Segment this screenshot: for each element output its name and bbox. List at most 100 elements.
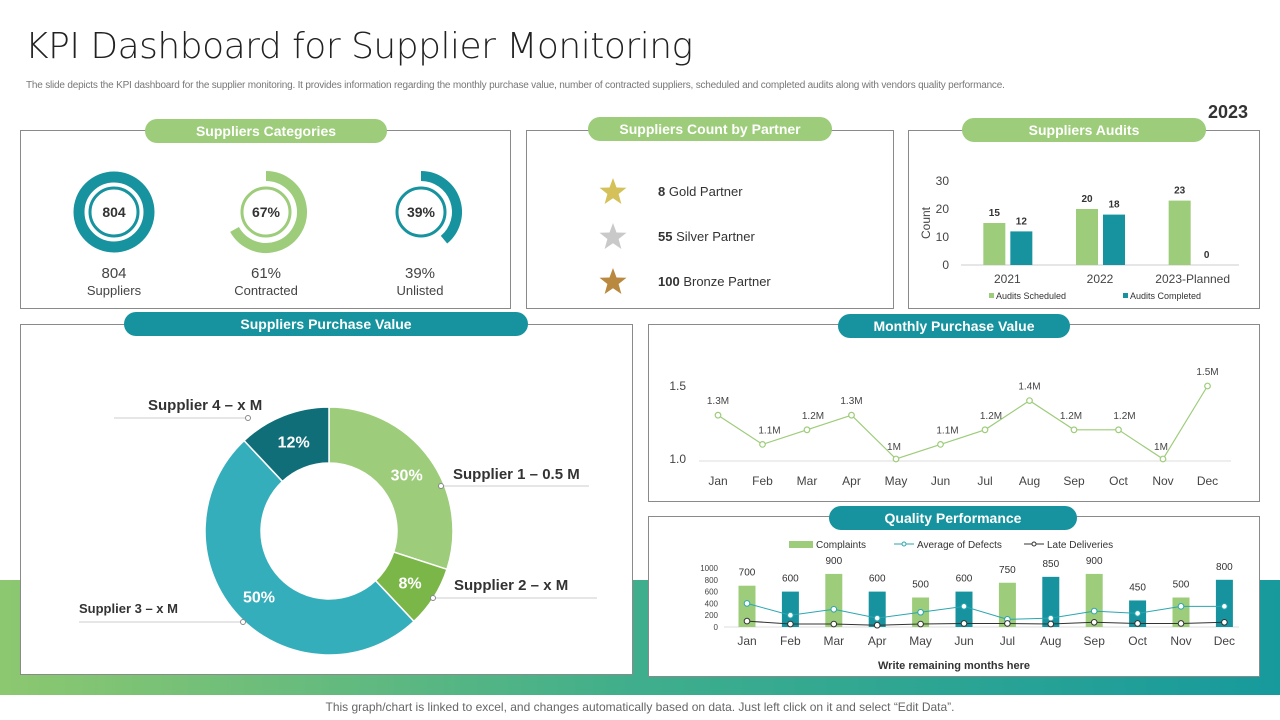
data-label: 1.5M xyxy=(1196,367,1218,378)
footer-note: This graph/chart is linked to excel, and… xyxy=(0,695,1280,720)
data-label: 700 xyxy=(739,568,756,579)
data-point xyxy=(1221,618,1228,626)
slice-percent: 12% xyxy=(278,435,310,452)
category-label: Contracted xyxy=(234,283,298,298)
complaints-bar xyxy=(825,573,843,627)
x-tick-label: Dec xyxy=(1214,634,1235,648)
complaints-bar xyxy=(998,582,1016,627)
ring-value: 804 xyxy=(102,204,126,220)
partner-item: 55 Silver Partner xyxy=(658,229,755,244)
data-point xyxy=(873,621,881,629)
x-tick-label: Feb xyxy=(752,474,773,488)
ring-value: 67% xyxy=(252,204,281,220)
data-point xyxy=(830,606,838,613)
data-point xyxy=(937,440,944,448)
slice-label: Supplier 4 – x M xyxy=(148,397,262,414)
data-point xyxy=(1134,620,1141,627)
data-label: 450 xyxy=(1129,582,1146,593)
year-label: 2023 xyxy=(1208,102,1249,122)
legend-swatch xyxy=(989,293,994,298)
y-tick-label: 800 xyxy=(705,576,719,585)
bar-audits-completed xyxy=(1010,231,1033,265)
legend-label: Audits Completed xyxy=(1130,291,1201,301)
x-tick-label: Apr xyxy=(868,634,887,648)
x-tick-label: Oct xyxy=(1128,634,1147,648)
x-tick-label: Apr xyxy=(842,474,861,488)
data-label: 600 xyxy=(782,574,799,585)
data-point xyxy=(981,426,989,434)
data-label: 900 xyxy=(1086,556,1103,567)
legend-marker xyxy=(901,541,907,547)
bar-audits-scheduled xyxy=(1076,209,1098,265)
bar-audits-completed xyxy=(1103,214,1125,265)
legend-marker xyxy=(1031,541,1037,547)
data-point xyxy=(1204,382,1211,390)
monthly-line-chart: 1.0 1.5 1.3M Jan 1.1M Feb 1.2M Mar 1.3M Apr 1M May 1… xyxy=(669,367,1231,488)
data-label: 1.2M xyxy=(1060,411,1082,422)
progress-ring xyxy=(420,171,462,244)
data-point xyxy=(759,440,766,448)
y-tick-label: 200 xyxy=(705,611,719,620)
x-tick-label: 2022 xyxy=(1087,272,1114,286)
x-tick-label: Dec xyxy=(1197,474,1218,488)
data-point xyxy=(743,600,751,607)
x-tick-label: Nov xyxy=(1170,634,1191,648)
data-label: 600 xyxy=(869,574,886,585)
data-point xyxy=(1221,603,1228,610)
complaints-bar xyxy=(868,591,886,627)
legend-swatch xyxy=(789,541,813,548)
leader-dot xyxy=(245,415,251,421)
data-label: 850 xyxy=(1042,559,1059,570)
x-tick-label: Jan xyxy=(737,634,756,648)
suppliers-audits-title: Suppliers Audits xyxy=(962,118,1206,142)
data-label: 500 xyxy=(912,580,929,591)
partner-label: Gold Partner xyxy=(668,184,743,199)
data-label: 1.2M xyxy=(980,411,1002,422)
legend-label: Average of Defects xyxy=(917,540,1002,551)
y-tick-label: 20 xyxy=(936,202,950,216)
inner-ring xyxy=(395,186,447,238)
category-label: Unlisted xyxy=(396,283,444,298)
slice-percent: 50% xyxy=(243,590,275,607)
series-line xyxy=(746,602,1225,620)
monthly-purchase-title: Monthly Purchase Value xyxy=(838,314,1070,338)
data-label: 500 xyxy=(1173,580,1190,591)
data-point xyxy=(1177,603,1185,610)
quality-performance-title: Quality Performance xyxy=(829,506,1077,530)
data-label: 1.3M xyxy=(707,396,729,407)
data-label: 1M xyxy=(1154,442,1168,453)
x-tick-label: Aug xyxy=(1019,474,1040,488)
x-axis-label: Write remaining months here xyxy=(878,660,1030,672)
category-value: 39% xyxy=(404,265,436,282)
progress-ring xyxy=(73,171,155,253)
silver-star-icon xyxy=(599,223,627,249)
donut-slice xyxy=(328,406,454,571)
series-line xyxy=(746,620,1225,626)
data-point xyxy=(1134,610,1141,617)
data-point xyxy=(1070,426,1078,434)
legend-label: Complaints xyxy=(816,540,866,551)
leader-dot xyxy=(240,619,246,625)
suppliers-categories-title: Suppliers Categories xyxy=(145,119,387,143)
category-contracted: 61% Contracted xyxy=(216,265,316,299)
data-label: 23 xyxy=(1174,186,1186,197)
data-label: 1.1M xyxy=(936,425,958,436)
data-point xyxy=(787,620,794,628)
ring-value: 39% xyxy=(407,204,436,220)
x-tick-label: 2023-Planned xyxy=(1155,272,1230,286)
x-tick-label: Jun xyxy=(954,634,973,648)
partner-label: Bronze Partner xyxy=(683,274,771,289)
data-label: 15 xyxy=(989,208,1001,219)
data-label: 1.4M xyxy=(1018,382,1040,393)
data-point xyxy=(1090,618,1098,626)
purchase-value-title: Suppliers Purchase Value xyxy=(124,312,528,336)
donut-slice xyxy=(243,406,330,483)
x-tick-label: May xyxy=(909,634,932,648)
data-label: 1.2M xyxy=(1113,411,1135,422)
page-subtitle: The slide depicts the KPI dashboard for … xyxy=(26,80,1005,91)
category-label: Suppliers xyxy=(86,283,142,298)
data-label: 750 xyxy=(999,565,1016,576)
data-point xyxy=(917,620,924,628)
suppliers-categories-panel: 804 67% 39% 804 Suppliers 61% Contracted 39%… xyxy=(20,130,511,309)
data-label: 20 xyxy=(1081,194,1093,205)
